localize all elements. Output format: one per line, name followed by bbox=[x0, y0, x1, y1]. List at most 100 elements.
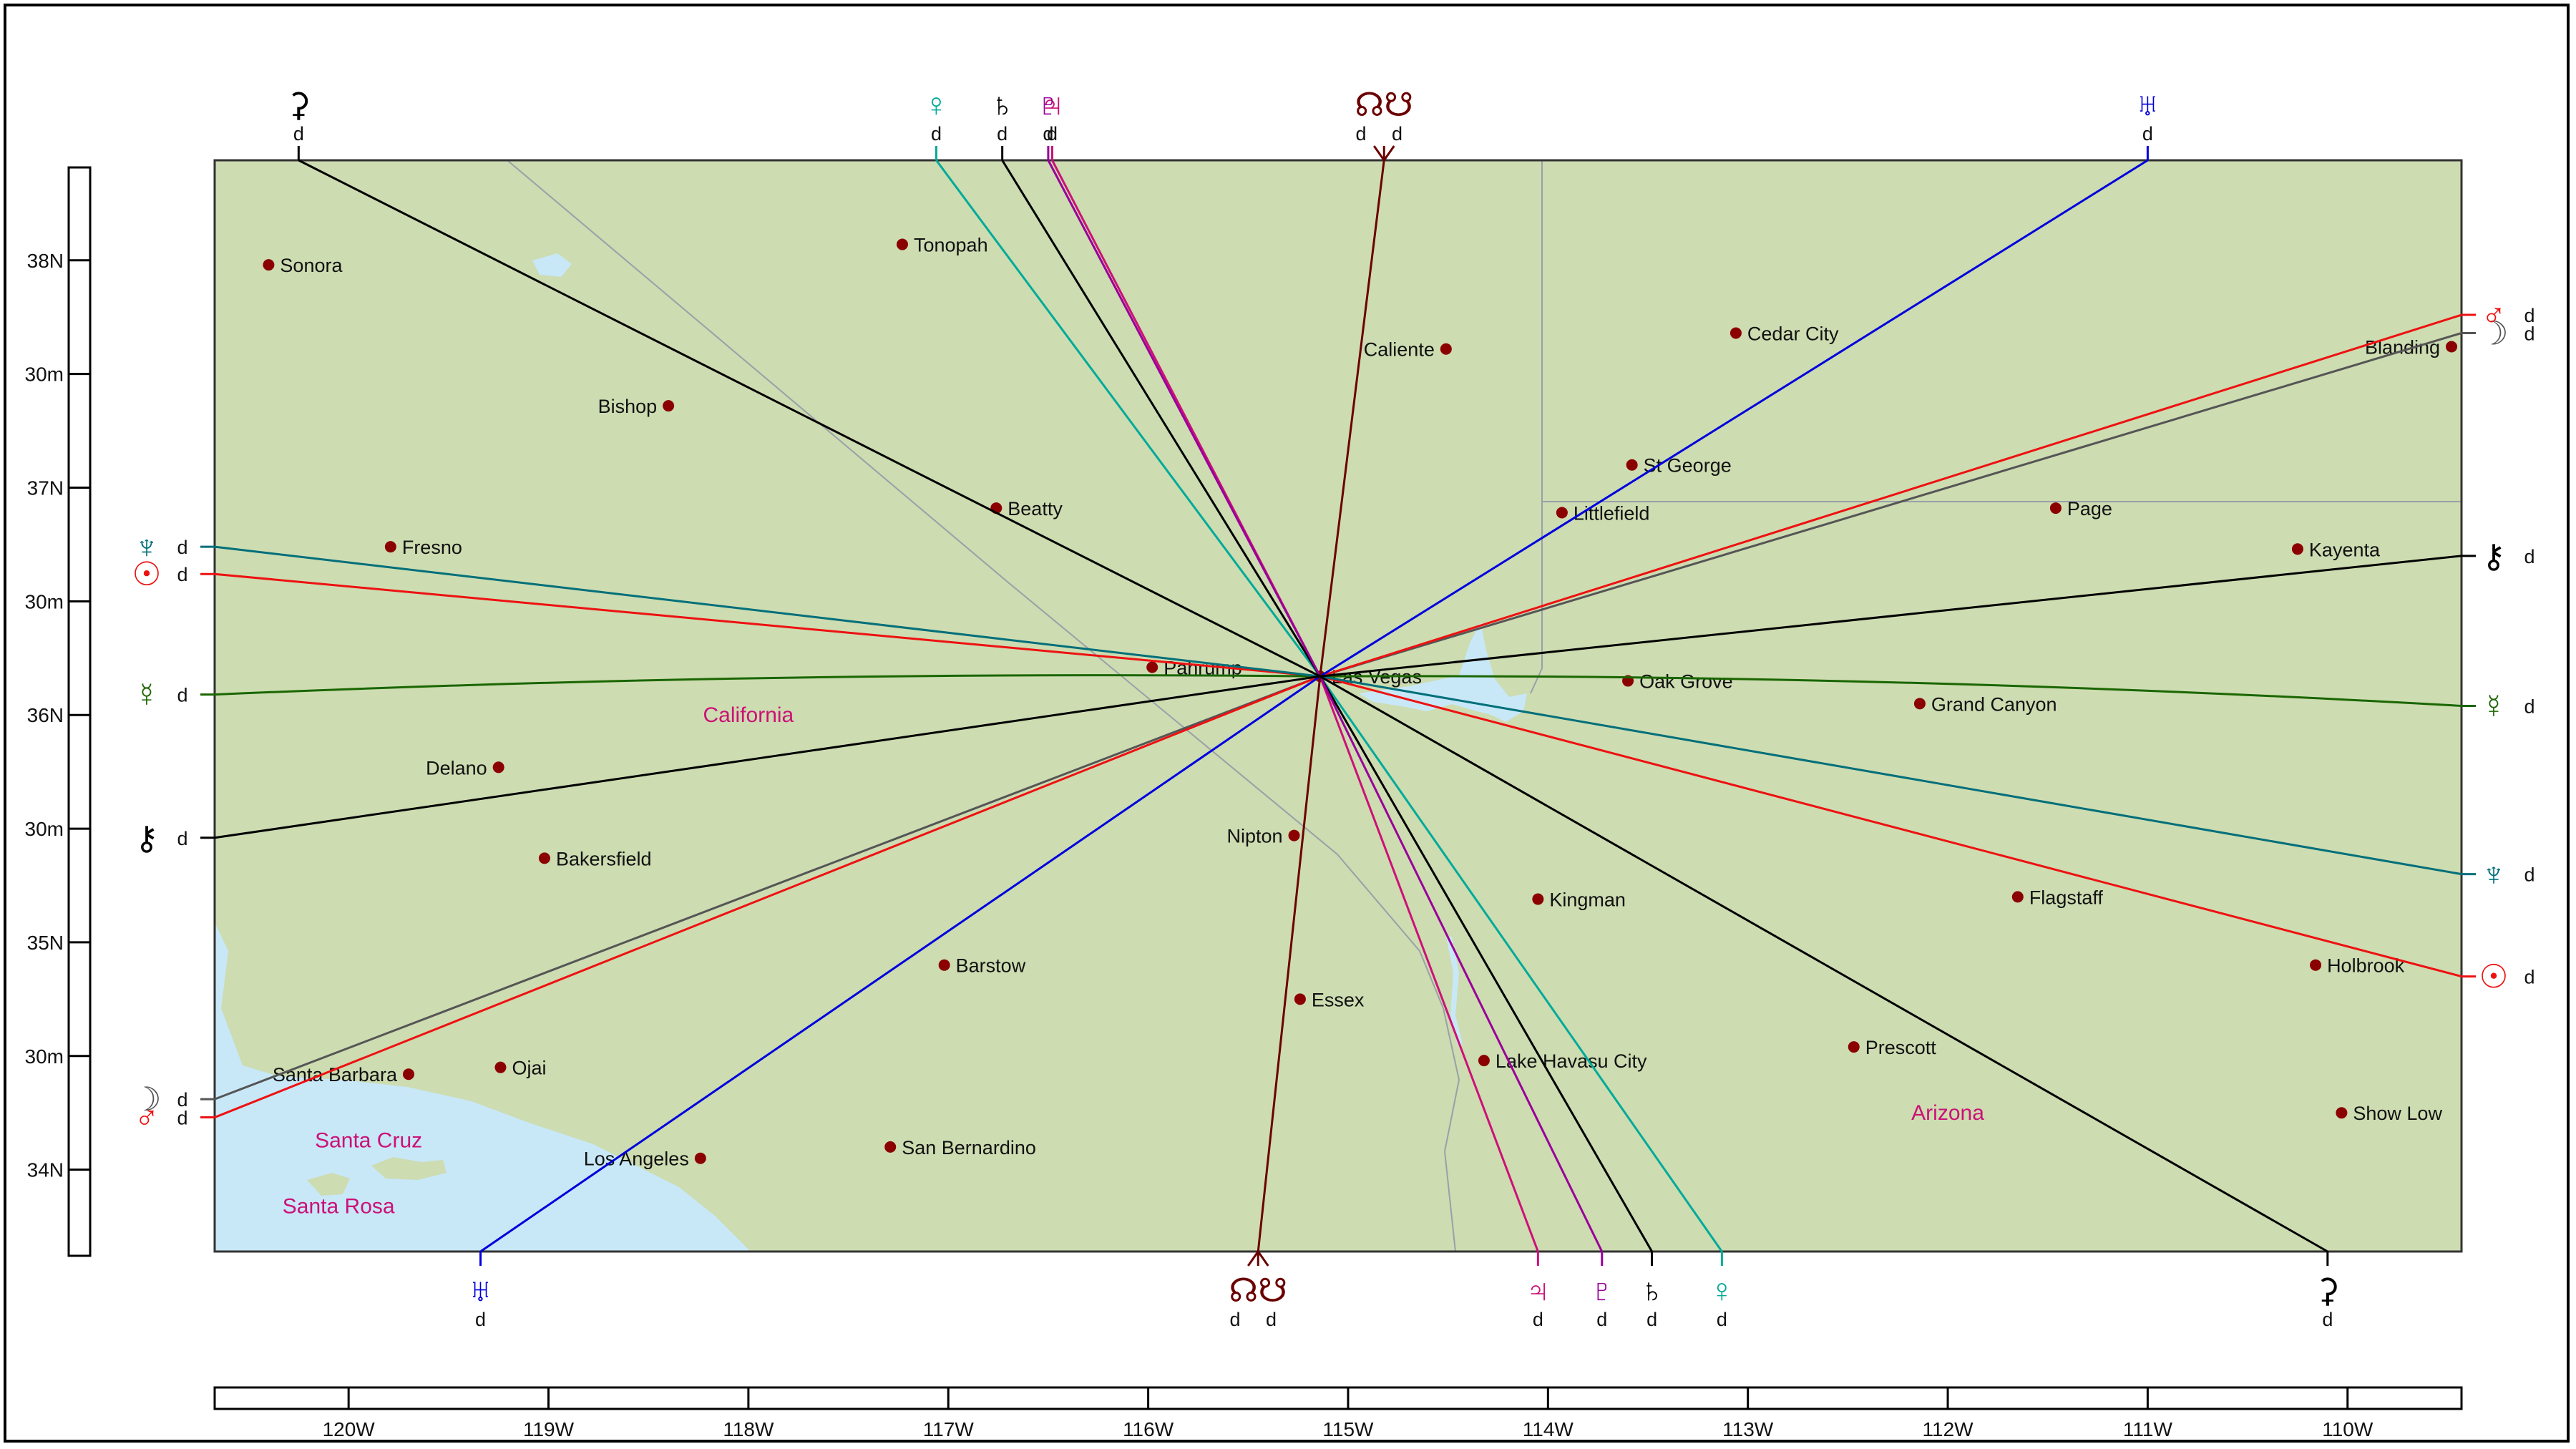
lon-tick-label: 113W bbox=[1722, 1418, 1774, 1440]
direction-tag: d bbox=[997, 123, 1008, 145]
city-dot[interactable] bbox=[1532, 893, 1544, 905]
ceres-marker: ⚳d bbox=[2316, 1252, 2340, 1330]
ceres-line[interactable] bbox=[298, 159, 2328, 1253]
city-dot[interactable] bbox=[384, 541, 396, 553]
astrocartography-map[interactable]: Sonora Tonopah Caliente Cedar City Blanding B… bbox=[6, 6, 2567, 1440]
city-label: San Bernardino bbox=[902, 1137, 1036, 1158]
direction-tag: d bbox=[177, 685, 187, 706]
city-dot[interactable] bbox=[2049, 502, 2062, 514]
ca-nv-border bbox=[507, 160, 1444, 1009]
planet-markers: ☉ d☉ d☽ d☽ d☿ d ☿ d♀d♀d♂ d♂ d♃d♃d♄d♄d♅d♅d♆ d♆ d♇d♇d… bbox=[132, 86, 2534, 1330]
city-dot[interactable] bbox=[263, 259, 275, 271]
city-dot[interactable] bbox=[402, 1068, 414, 1080]
city-label: Littlefield bbox=[1574, 502, 1650, 524]
city-dot[interactable] bbox=[1440, 343, 1452, 355]
city-label: Caliente bbox=[1364, 339, 1435, 361]
direction-tag: d d bbox=[1229, 1309, 1287, 1330]
city-label: Lake Havasu City bbox=[1496, 1050, 1647, 1072]
city-dot[interactable] bbox=[1288, 829, 1300, 841]
city-dot[interactable] bbox=[1626, 459, 1638, 471]
direction-tag: d bbox=[1047, 123, 1058, 145]
city-dot[interactable] bbox=[694, 1152, 706, 1164]
lat-tick-label: 35N bbox=[27, 932, 64, 954]
city-dot[interactable] bbox=[1913, 698, 1926, 710]
venus-marker: ♀d bbox=[1709, 1252, 1735, 1330]
pacific-ocean bbox=[215, 922, 751, 1252]
city-dot[interactable] bbox=[492, 761, 504, 774]
direction-tag: d bbox=[2524, 305, 2534, 326]
latitude-scale: 38N 30m 37N 30m 36N 30m 35N 30m 34N bbox=[25, 166, 92, 1257]
city-dot[interactable] bbox=[2011, 891, 2024, 903]
jupiter-glyph-icon: ♃ bbox=[1526, 1272, 1551, 1309]
lon-tick-label: 114W bbox=[1523, 1418, 1574, 1440]
moon-glyph-icon: ☽ bbox=[2479, 314, 2508, 351]
pluto-glyph-icon: ♇ bbox=[1036, 86, 1061, 123]
city-dot[interactable] bbox=[1146, 661, 1158, 673]
city-label: Los Angeles bbox=[584, 1148, 689, 1170]
city-dot[interactable] bbox=[1848, 1041, 1860, 1053]
city-dot[interactable] bbox=[2291, 543, 2303, 555]
city-label: Nipton bbox=[1226, 826, 1282, 847]
lat-tick-label: 30m bbox=[25, 590, 64, 613]
city-dot[interactable] bbox=[538, 852, 550, 864]
city-dot[interactable] bbox=[2336, 1107, 2348, 1119]
city-dot[interactable] bbox=[2310, 959, 2322, 971]
saturn-glyph-icon: ♄ bbox=[1639, 1272, 1664, 1309]
lat-tick-label: 30m bbox=[25, 1045, 64, 1068]
pluto-marker: ♇d bbox=[1590, 1252, 1615, 1330]
jupiter-glyph-icon: ♃ bbox=[1040, 86, 1065, 123]
direction-tag: d bbox=[1596, 1309, 1607, 1330]
city-label: Page bbox=[2067, 498, 2112, 519]
city-dot[interactable] bbox=[1478, 1055, 1490, 1067]
santa-cruz-island bbox=[371, 1157, 447, 1180]
ceres-glyph-icon: ⚳ bbox=[286, 86, 311, 123]
neptune-marker: ♆ d bbox=[135, 528, 215, 565]
direction-tag: d bbox=[1646, 1309, 1657, 1330]
jupiter-marker: ♃d bbox=[1040, 86, 1065, 160]
city-dot[interactable] bbox=[896, 238, 908, 250]
direction-tag: d bbox=[177, 828, 187, 849]
city-dot[interactable] bbox=[1294, 993, 1306, 1005]
city-dot[interactable] bbox=[1729, 327, 1742, 339]
neptune-marker: ♆ d bbox=[2462, 856, 2535, 893]
mars-glyph-icon: ♂ bbox=[2482, 296, 2507, 333]
direction-tag: d bbox=[177, 1089, 187, 1111]
city-label: Fresno bbox=[402, 537, 462, 558]
sun-glyph-icon: ☉ bbox=[2479, 958, 2508, 995]
pluto-glyph-icon: ♇ bbox=[1590, 1272, 1615, 1309]
city-label: Cedar City bbox=[1747, 323, 1839, 344]
city-dot[interactable] bbox=[1556, 507, 1568, 519]
lat-tick-label: 36N bbox=[27, 704, 64, 726]
lon-tick-label: 112W bbox=[1923, 1418, 1974, 1440]
direction-tag: d bbox=[931, 123, 942, 145]
region-label: Santa Cruz bbox=[315, 1128, 422, 1152]
lon-tick-label: 111W bbox=[2123, 1418, 2173, 1440]
lat-tick-label: 34N bbox=[27, 1159, 64, 1181]
city-label: Beatty bbox=[1008, 498, 1063, 519]
lat-tick-label: 38N bbox=[27, 250, 64, 272]
city-label: Sonora bbox=[280, 255, 343, 276]
neptune-glyph-icon: ♆ bbox=[135, 528, 160, 565]
mars-marker: ♂ d bbox=[135, 1099, 215, 1136]
lon-tick-label: 116W bbox=[1123, 1418, 1174, 1440]
marker-tick bbox=[1373, 145, 1395, 162]
chiron-glyph-icon: ⚷ bbox=[135, 819, 159, 857]
venus-marker: ♀d bbox=[924, 86, 949, 160]
saturn-glyph-icon: ♄ bbox=[990, 86, 1015, 123]
city-label: Show Low bbox=[2353, 1103, 2442, 1124]
city-dot[interactable] bbox=[938, 959, 950, 971]
direction-tag: d bbox=[177, 564, 187, 585]
santa-rosa-island bbox=[307, 1173, 350, 1196]
marker-tick bbox=[1247, 1249, 1269, 1267]
city-dot[interactable] bbox=[2446, 341, 2458, 353]
moon-marker: ☽ d bbox=[132, 1080, 215, 1118]
city-label: Santa Barbara bbox=[273, 1064, 398, 1085]
direction-tag: d bbox=[177, 537, 187, 558]
moon-glyph-icon: ☽ bbox=[132, 1080, 161, 1118]
city-label: Flagstaff bbox=[2029, 887, 2104, 908]
city-dot[interactable] bbox=[884, 1141, 897, 1153]
city-dot[interactable] bbox=[663, 400, 675, 412]
longitude-scale: 120W 119W 118W 117W 116W 115W 114W 113W 112W 111W… bbox=[213, 1386, 2463, 1440]
city-label: Ojai bbox=[512, 1058, 546, 1079]
city-dot[interactable] bbox=[494, 1061, 507, 1073]
